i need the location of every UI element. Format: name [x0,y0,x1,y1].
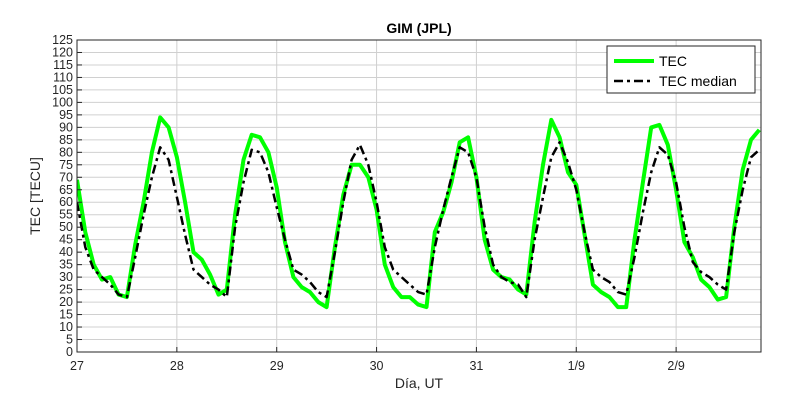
x-tick-label: 31 [469,359,483,373]
legend-label-tec: TEC [659,53,687,69]
y-tick-label: 5 [66,333,73,347]
x-axis-ticks: 27 28 29 30 31 1/9 2/9 [70,347,685,373]
series-layer [77,115,761,310]
y-tick-label: 125 [52,33,73,47]
y-tick-label: 110 [53,70,73,84]
legend-label-tec-median: TEC median [659,73,737,89]
y-tick-label: 40 [59,245,73,259]
y-tick-label: 35 [59,258,73,272]
y-tick-label: 15 [59,308,73,322]
chart-title: GIM (JPL) [386,20,451,36]
y-tick-label: 70 [59,170,73,184]
y-tick-label: 65 [59,183,73,197]
y-tick-label: 60 [59,195,73,209]
y-tick-label: 10 [59,320,73,334]
legend: TEC TEC median [606,45,756,94]
y-tick-label: 45 [59,233,73,247]
y-tick-label: 80 [59,145,73,159]
y-tick-label: 50 [59,220,73,234]
plot-frame [76,39,762,353]
x-tick-label: 1/9 [568,359,585,373]
y-axis-label: TEC [TECU] [27,157,43,235]
y-tick-label: 90 [59,120,73,134]
y-tick-label: 105 [52,83,73,97]
x-tick-label: 27 [70,359,84,373]
legend-box [606,45,756,94]
y-tick-label: 120 [52,45,73,59]
y-axis-ticks: 0510152025303540455055606570758085909510… [52,33,82,359]
y-tick-label: 30 [59,270,73,284]
y-tick-label: 75 [59,158,73,172]
series-line-tec-median [77,141,761,299]
y-tick-label: 100 [52,95,73,109]
series-group [77,115,761,310]
y-tick-label: 95 [59,108,73,122]
y-tick-label: 55 [59,208,73,222]
x-axis-label: Día, UT [395,375,444,391]
y-tick-label: 85 [59,133,73,147]
y-tick-label: 20 [59,295,73,309]
series-line-tec [77,115,761,310]
y-tick-label: 0 [66,345,73,359]
y-tick-label: 115 [53,58,73,72]
x-tick-label: 29 [270,359,284,373]
y-tick-label: 25 [59,283,73,297]
x-tick-label: 30 [370,359,384,373]
x-tick-label: 2/9 [667,359,684,373]
x-tick-label: 28 [170,359,184,373]
